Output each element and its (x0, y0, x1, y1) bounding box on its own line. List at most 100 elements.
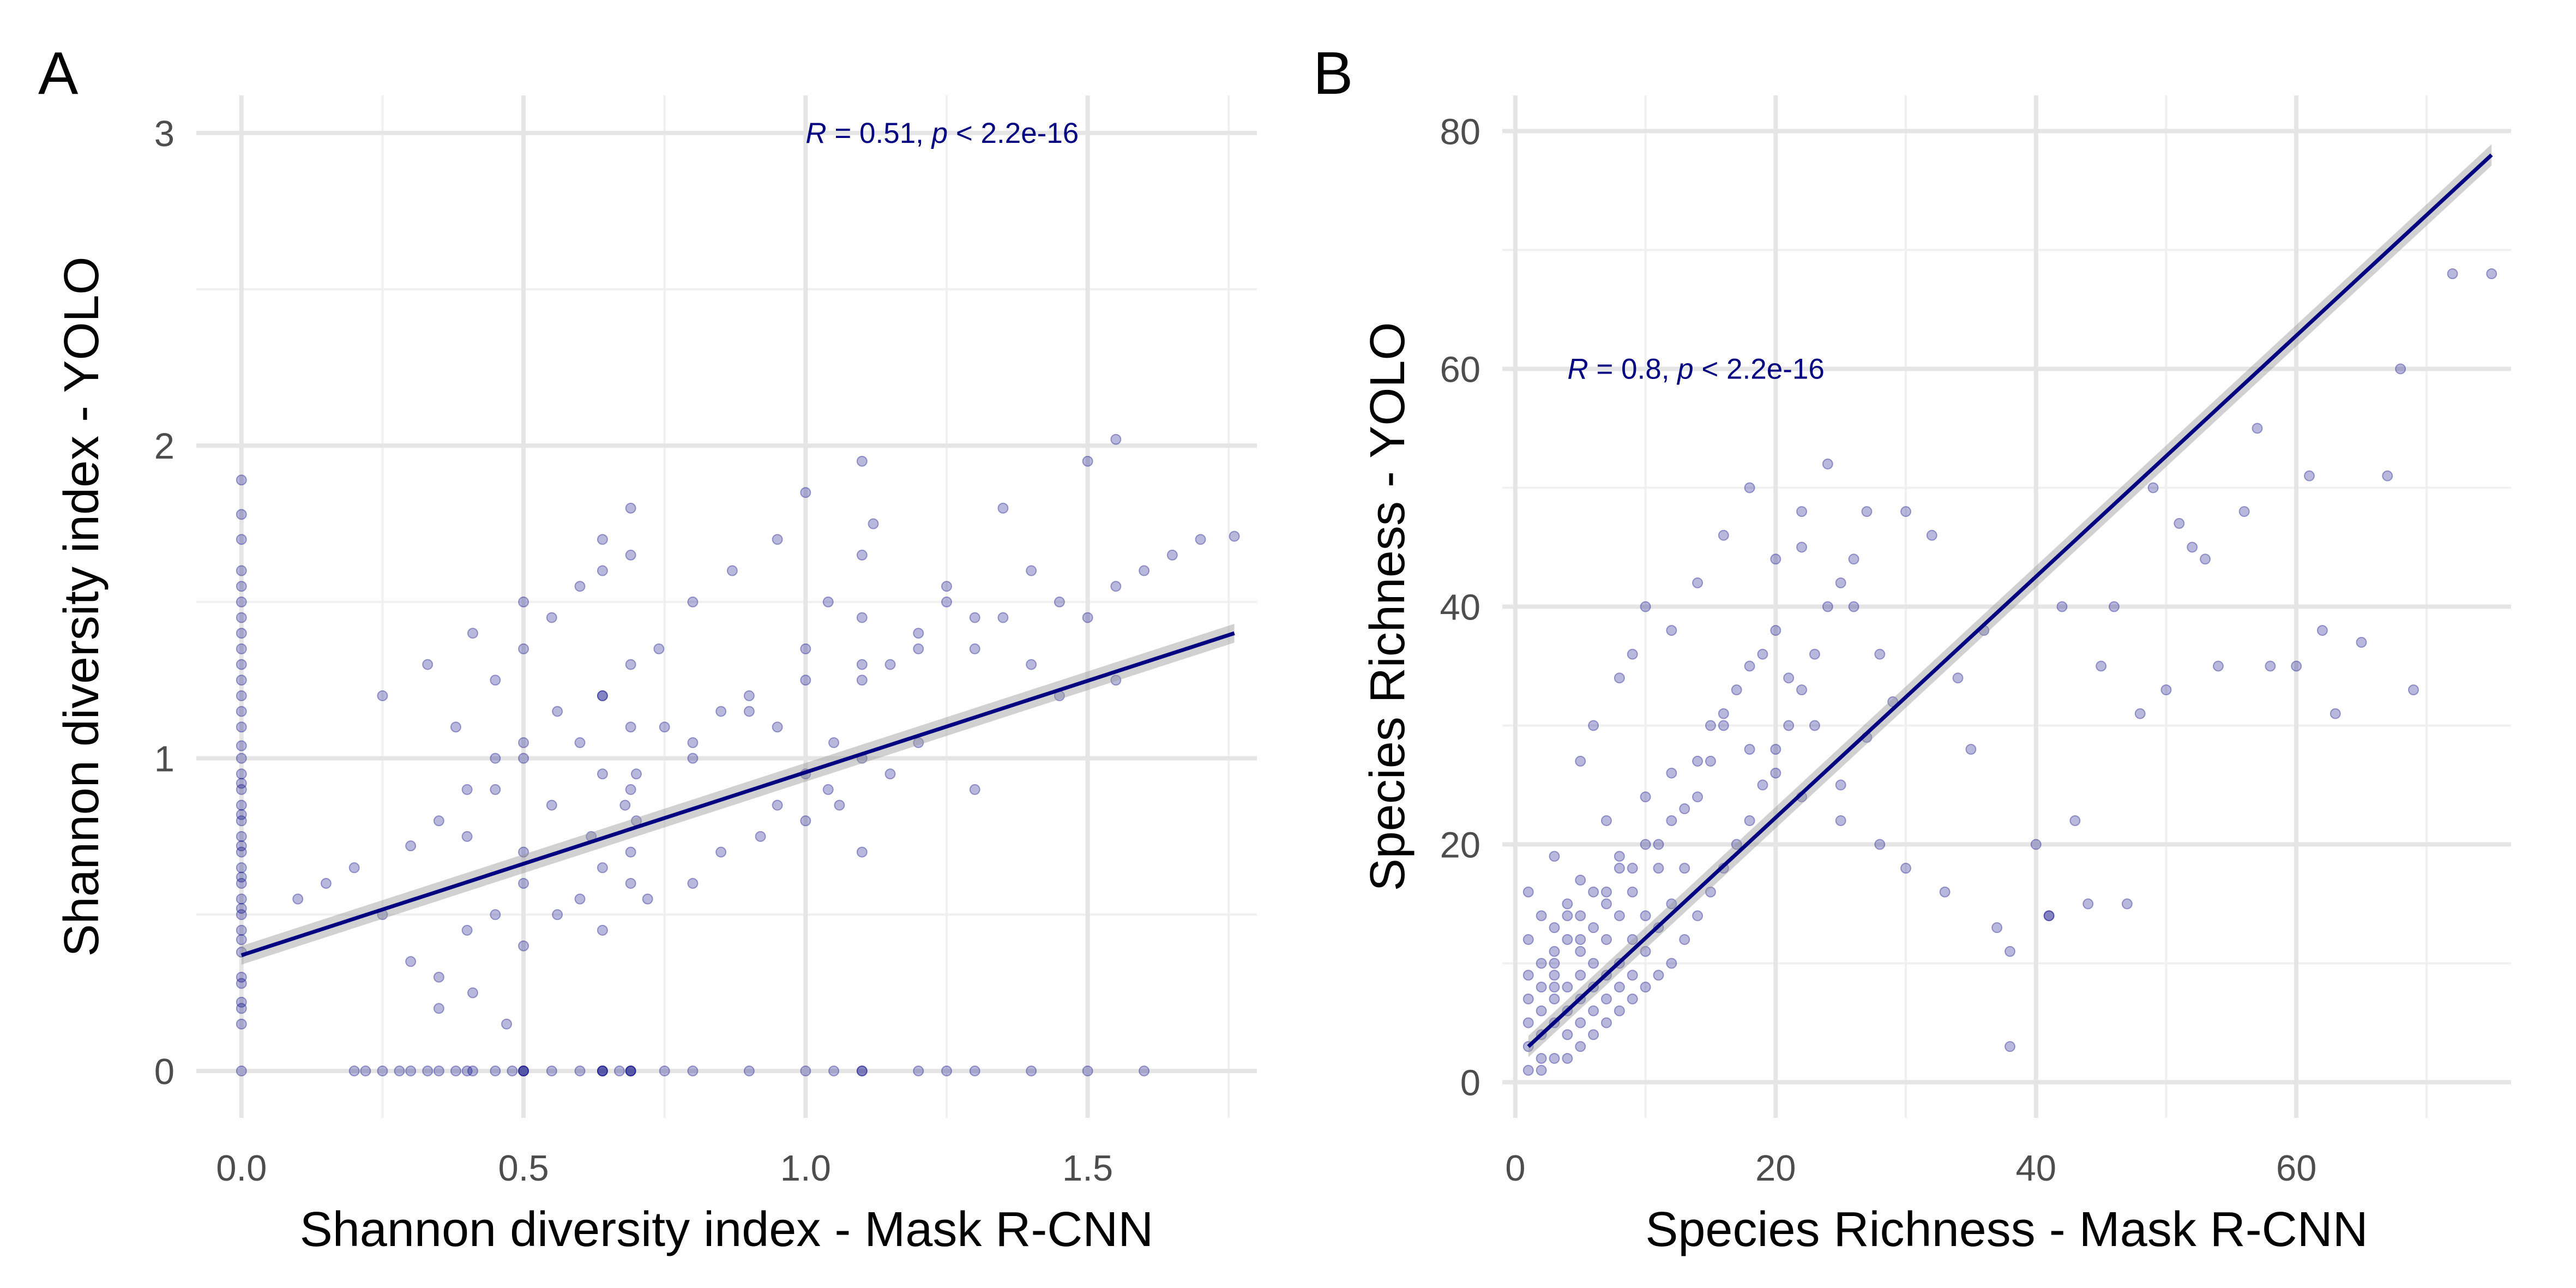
data-point (1822, 601, 1833, 612)
data-point (597, 924, 608, 936)
x-tick-label: 0.0 (216, 1148, 267, 1189)
data-point (2030, 839, 2042, 850)
data-point (450, 721, 461, 733)
data-point (1640, 839, 1651, 850)
data-point (2356, 636, 2367, 648)
data-point (236, 1003, 247, 1014)
data-point (2096, 660, 2107, 672)
data-point (1166, 549, 1178, 561)
data-point (461, 830, 473, 842)
data-point (552, 909, 563, 920)
y-tick-label: 60 (1440, 349, 1480, 390)
data-point (800, 643, 811, 654)
data-point (2252, 423, 2263, 434)
panel-label-a: A (38, 40, 79, 107)
data-point (236, 924, 247, 936)
data-point (236, 784, 247, 795)
data-point (2043, 910, 2055, 922)
data-point (2174, 517, 2185, 529)
data-point (1679, 934, 1690, 945)
data-point (1666, 898, 1677, 910)
data-point (2486, 268, 2497, 280)
y-tick-label: 40 (1440, 587, 1480, 628)
data-point (1562, 1052, 1573, 1064)
data-point (1770, 553, 1781, 565)
data-point (1796, 541, 1808, 553)
data-point (1614, 863, 1625, 874)
data-point (1848, 553, 1859, 565)
data-point (1522, 993, 1534, 1004)
x-tick-label: 0 (1505, 1148, 1525, 1189)
data-point (1536, 1064, 1547, 1076)
data-point (1522, 886, 1534, 898)
data-point (348, 1065, 360, 1076)
data-point (1536, 1052, 1547, 1064)
data-point (433, 971, 444, 983)
data-point (236, 1065, 247, 1076)
data-point (659, 721, 670, 733)
data-point (236, 740, 247, 751)
data-point (546, 799, 557, 811)
data-point (1139, 1065, 1150, 1076)
data-point (501, 1018, 513, 1030)
data-point (868, 518, 879, 529)
data-point (1522, 1017, 1534, 1028)
data-point (490, 909, 501, 920)
data-point (2187, 541, 2198, 553)
data-point (625, 846, 636, 858)
data-point (2447, 268, 2458, 280)
data-point (1588, 1005, 1599, 1016)
data-point (597, 1065, 608, 1076)
data-point (856, 612, 868, 623)
data-point (1562, 898, 1573, 910)
data-point (1575, 755, 1586, 767)
data-point (856, 1065, 868, 1076)
data-point (1783, 720, 1795, 731)
data-point (2395, 363, 2406, 375)
data-point (236, 778, 247, 789)
data-point (236, 581, 247, 592)
data-point (422, 659, 434, 670)
data-point (715, 706, 727, 717)
y-tick-label: 1 (154, 739, 174, 780)
data-point (1082, 1065, 1093, 1076)
data-point (236, 862, 247, 874)
data-point (1653, 839, 1664, 850)
data-point (2330, 708, 2341, 719)
data-point (597, 862, 608, 874)
data-point (1082, 455, 1093, 467)
data-point (236, 768, 247, 780)
data-point (856, 846, 868, 858)
regression-line (240, 631, 1235, 958)
data-point (1627, 648, 1638, 660)
data-point (619, 799, 631, 811)
data-point (2212, 660, 2224, 672)
data-point (1588, 720, 1599, 731)
data-point (597, 690, 608, 701)
data-point (1900, 506, 1911, 517)
data-point (320, 877, 332, 889)
data-point (1139, 565, 1150, 576)
data-point (236, 971, 247, 983)
data-point (800, 815, 811, 827)
data-point (236, 1018, 247, 1030)
data-point (2200, 553, 2211, 565)
data-point (552, 706, 563, 717)
data-point (1575, 970, 1586, 981)
data-point (800, 487, 811, 498)
data-point (1809, 648, 1820, 660)
data-point (422, 1065, 434, 1076)
data-point (1692, 910, 1704, 922)
data-point (625, 659, 636, 670)
data-point (1536, 958, 1547, 969)
data-point (913, 1065, 924, 1076)
data-point (518, 737, 529, 748)
data-point (1522, 1064, 1534, 1076)
data-point (461, 784, 473, 795)
data-point (2121, 898, 2133, 910)
data-point (2408, 684, 2419, 696)
data-point (1627, 934, 1638, 945)
data-point (822, 596, 834, 607)
x-tick-label: 1.0 (780, 1148, 831, 1189)
data-point (2316, 625, 2328, 636)
